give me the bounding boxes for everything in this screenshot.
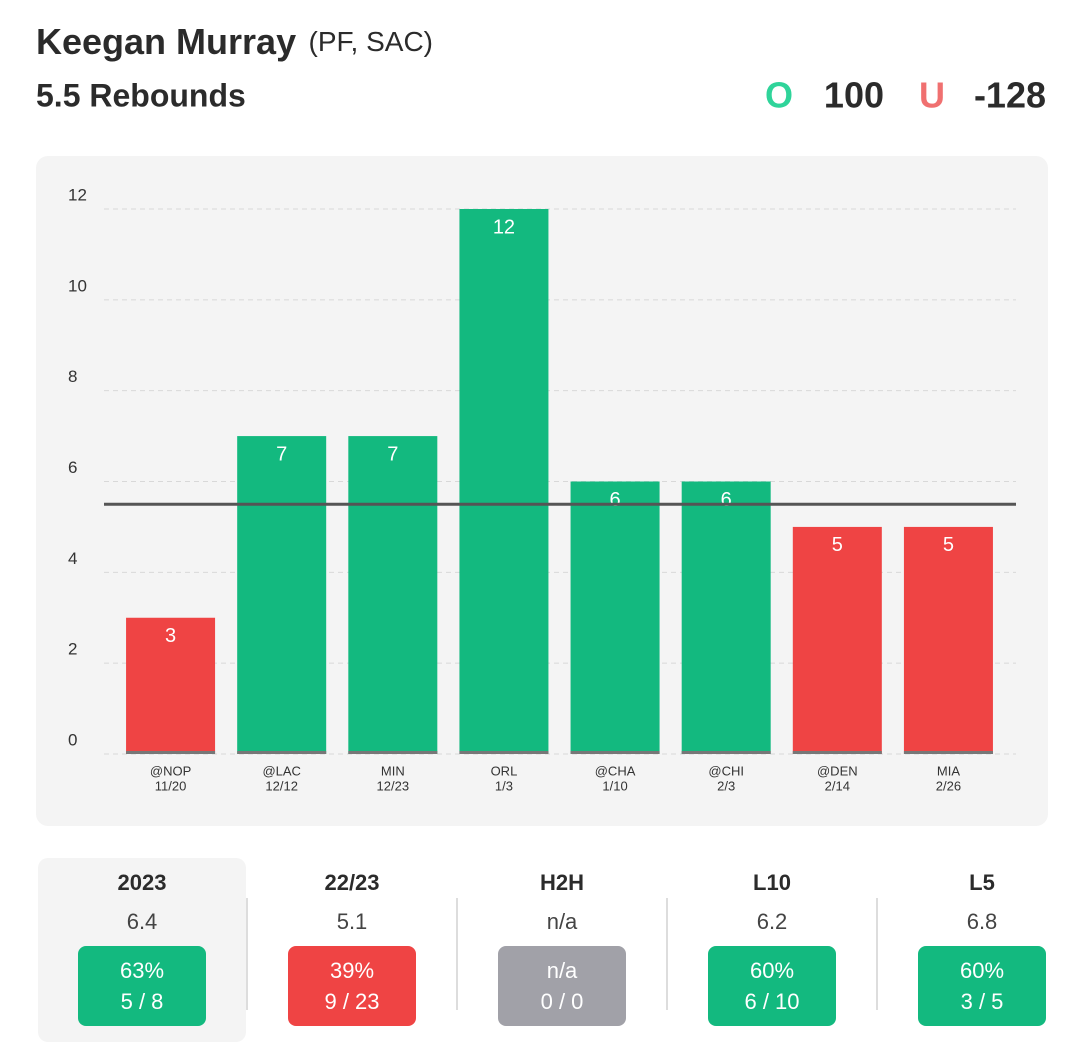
data-label: 12	[493, 216, 515, 238]
bar	[903, 526, 993, 754]
bar	[681, 481, 771, 754]
x-tick-label: @CHA	[595, 763, 636, 778]
bar-base	[681, 751, 771, 754]
stat-hit-rate: 60%	[960, 958, 1004, 983]
under-label: U	[919, 75, 945, 116]
data-label: 5	[832, 534, 843, 556]
x-tick-date: 2/26	[936, 778, 961, 793]
title: Keegan Murray (PF, SAC)	[36, 21, 433, 62]
stat-record: 5 / 8	[121, 989, 164, 1014]
data-label: 7	[276, 443, 287, 465]
bar	[237, 436, 327, 754]
stat-record: 6 / 10	[744, 989, 799, 1014]
bar-base	[348, 751, 438, 754]
y-tick-label: 0	[68, 730, 77, 749]
x-tick-label: MIN	[381, 763, 405, 778]
y-tick-label: 8	[68, 367, 77, 386]
y-tick-label: 2	[68, 640, 77, 659]
stat-record: 9 / 23	[324, 989, 379, 1014]
y-tick-label: 6	[68, 458, 77, 477]
x-tick-date: 1/10	[602, 778, 627, 793]
stat-badge	[498, 946, 626, 1026]
x-tick-date: 2/3	[717, 778, 735, 793]
y-tick-label: 4	[68, 549, 77, 568]
stat-hit-rate: 39%	[330, 958, 374, 983]
stat-label: 22/23	[324, 870, 379, 895]
stat-average: 6.8	[967, 909, 998, 934]
bar	[792, 526, 882, 754]
bar-base	[903, 751, 993, 754]
stat-badge	[78, 946, 206, 1026]
stat-average: 6.2	[757, 909, 788, 934]
player-team: (PF, SAC)	[309, 26, 433, 57]
x-tick-label: @DEN	[817, 763, 858, 778]
data-label: 7	[387, 443, 398, 465]
x-tick-label: ORL	[491, 763, 518, 778]
stat-badge	[918, 946, 1046, 1026]
data-label: 3	[165, 625, 176, 647]
stat-average: n/a	[547, 909, 578, 934]
x-tick-label: MIA	[937, 763, 960, 778]
bar	[348, 436, 438, 754]
x-tick-date: 12/12	[265, 778, 298, 793]
stat-hit-rate: n/a	[547, 958, 578, 983]
stat-average: 6.4	[127, 909, 158, 934]
bar	[570, 481, 660, 754]
y-tick-label: 10	[68, 276, 87, 295]
bar	[126, 617, 216, 754]
over-odds: 100	[824, 75, 884, 116]
stat-average: 5.1	[337, 909, 368, 934]
x-tick-date: 1/3	[495, 778, 513, 793]
stat-record: 3 / 5	[961, 989, 1004, 1014]
over-label: O	[765, 75, 793, 116]
x-tick-label: @CHI	[708, 763, 744, 778]
stat-label: 2023	[118, 870, 167, 895]
data-label: 6	[610, 489, 621, 511]
data-label: 5	[943, 534, 954, 556]
x-tick-label: @NOP	[150, 763, 191, 778]
x-tick-label: @LAC	[262, 763, 301, 778]
stat-label: L10	[753, 870, 791, 895]
bar-base	[126, 751, 216, 754]
x-tick-date: 11/20	[155, 778, 187, 793]
stat-badge	[288, 946, 416, 1026]
stat-record: 0 / 0	[541, 989, 584, 1014]
under-odds: -128	[974, 75, 1046, 116]
bar-base	[792, 751, 882, 754]
stat-hit-rate: 63%	[120, 958, 164, 983]
y-tick-label: 12	[68, 185, 87, 204]
bar	[459, 209, 549, 754]
x-tick-date: 2/14	[825, 778, 850, 793]
market: 5.5 Rebounds	[36, 77, 246, 113]
stat-label: L5	[969, 870, 995, 895]
bar-base	[459, 751, 549, 754]
bar-base	[237, 751, 327, 754]
data-label: 6	[721, 489, 732, 511]
stat-label: H2H	[540, 870, 584, 895]
bar-base	[570, 751, 660, 754]
stat-badge	[708, 946, 836, 1026]
player-name: Keegan Murray	[36, 21, 296, 62]
x-tick-date: 12/23	[377, 778, 410, 793]
stat-hit-rate: 60%	[750, 958, 794, 983]
